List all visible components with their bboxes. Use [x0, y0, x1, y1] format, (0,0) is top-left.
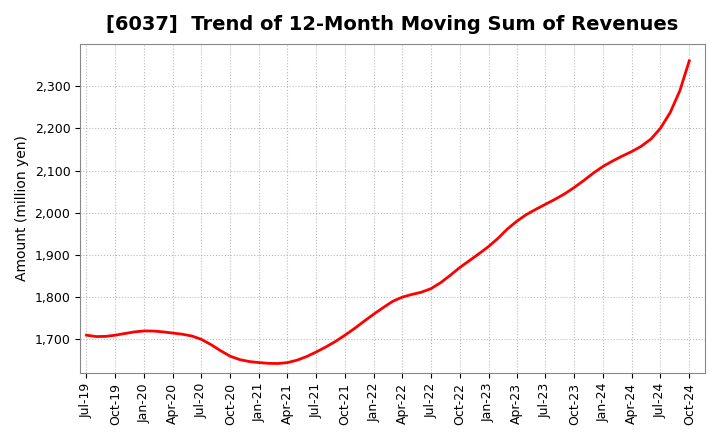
- Y-axis label: Amount (million yen): Amount (million yen): [15, 136, 29, 282]
- Title: [6037]  Trend of 12-Month Moving Sum of Revenues: [6037] Trend of 12-Month Moving Sum of R…: [107, 15, 679, 34]
